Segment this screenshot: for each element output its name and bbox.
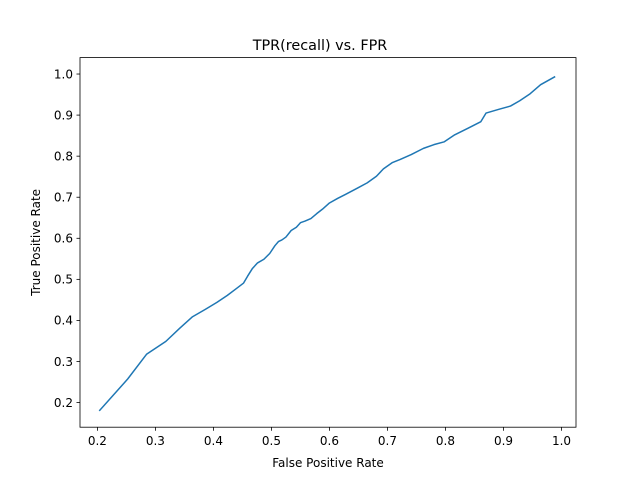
y-tick-label: 0.3 — [54, 355, 73, 369]
x-axis-ticks: 0.2 0.3 0.4 0.5 0.6 0.7 0.8 0.9 1.0 — [88, 427, 571, 448]
chart-title: TPR(recall) vs. FPR — [252, 38, 388, 54]
axes-frame — [79, 57, 577, 428]
x-tick-label: 0.3 — [146, 434, 165, 448]
series-line-0 — [98, 75, 556, 412]
y-tick-label: 0.2 — [54, 396, 73, 410]
y-axis-label: True Positive Rate — [29, 189, 43, 297]
plot-area — [98, 75, 556, 412]
x-tick-label: 0.5 — [262, 434, 281, 448]
y-tick-label: 0.4 — [54, 314, 73, 328]
y-tick-label: 0.6 — [54, 232, 73, 246]
x-tick-label: 1.0 — [552, 434, 571, 448]
x-tick-label: 0.9 — [494, 434, 513, 448]
y-tick-label: 0.8 — [54, 149, 73, 163]
y-tick-label: 0.9 — [54, 108, 73, 122]
y-tick-label: 0.7 — [54, 191, 73, 205]
x-tick-label: 0.8 — [436, 434, 455, 448]
x-tick-label: 0.6 — [320, 434, 339, 448]
x-tick-label: 0.4 — [204, 434, 223, 448]
y-tick-label: 1.0 — [54, 67, 73, 81]
x-tick-label: 0.2 — [88, 434, 107, 448]
y-tick-label: 0.5 — [54, 273, 73, 287]
y-axis-ticks: 0.2 0.3 0.4 0.5 0.6 0.7 0.8 0.9 1.0 — [54, 67, 80, 410]
x-tick-label: 0.7 — [378, 434, 397, 448]
x-axis-label: False Positive Rate — [272, 456, 384, 470]
